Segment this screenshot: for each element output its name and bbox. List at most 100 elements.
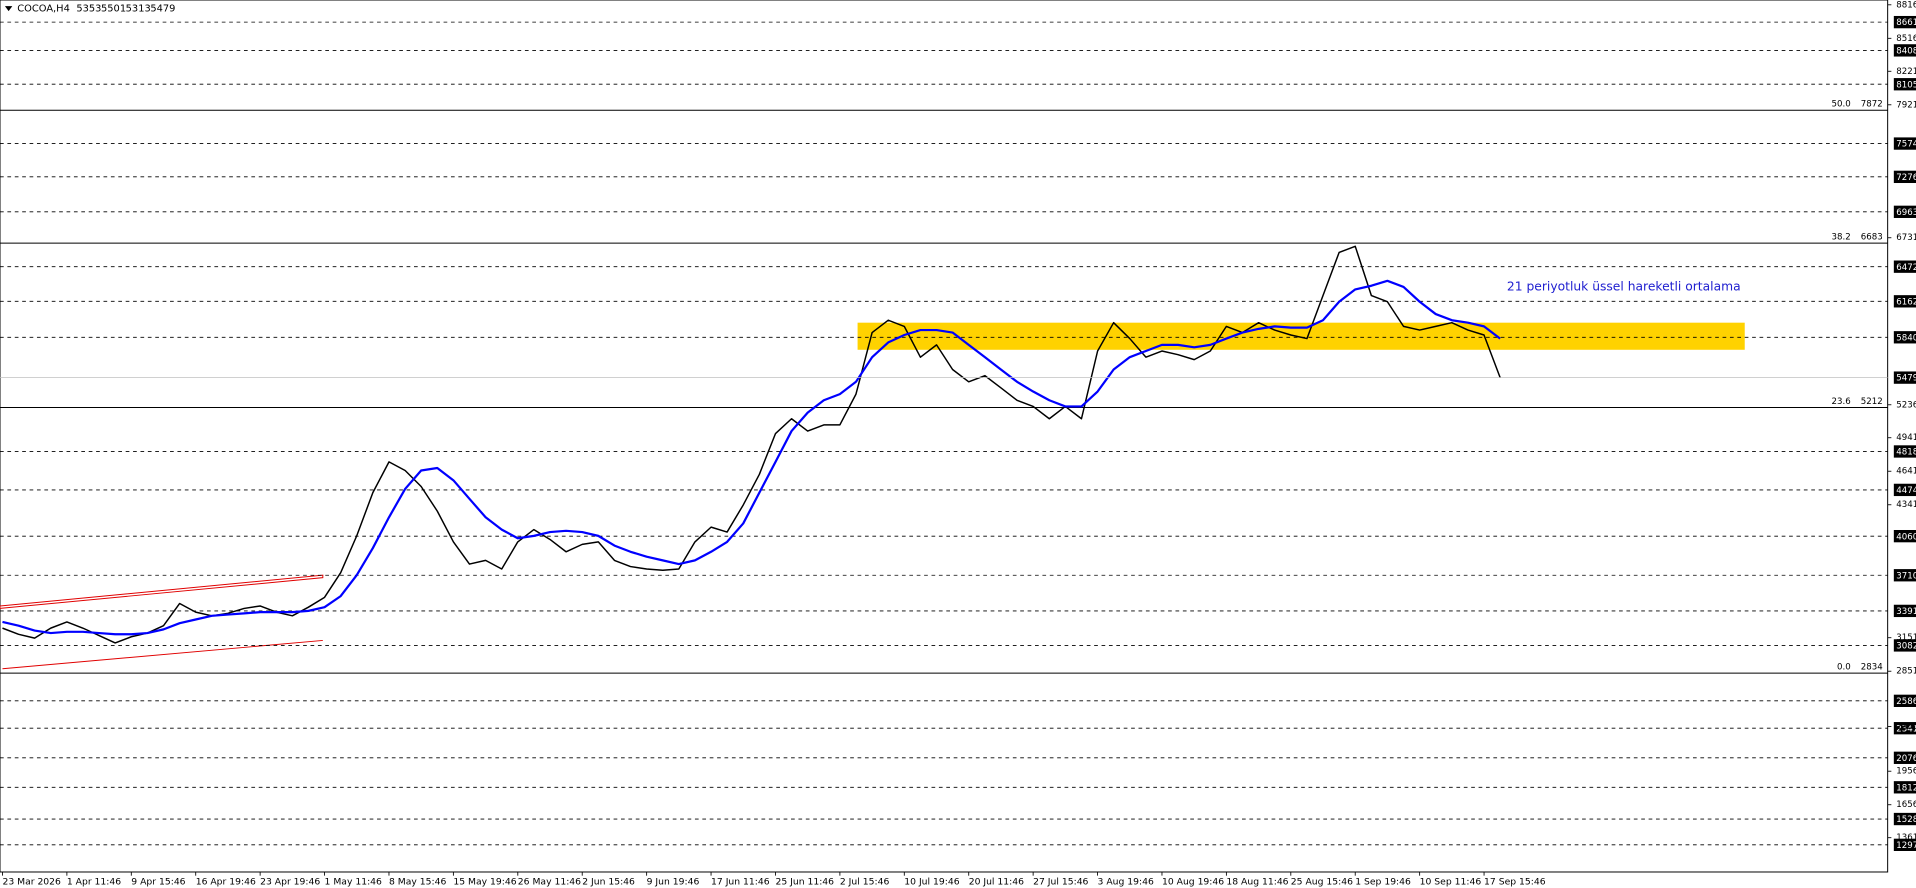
level-box	[1893, 569, 1916, 582]
fib-ratio: 38.2	[1832, 232, 1851, 242]
level-label: 3391	[1896, 607, 1916, 617]
ohlc-low: 5313	[126, 4, 151, 15]
level-box	[1893, 260, 1916, 273]
level-box	[1893, 483, 1916, 497]
fib-value: 6683	[1861, 232, 1883, 242]
level-label: 3710	[1896, 571, 1916, 581]
fib-ratio: 50.0	[1832, 100, 1851, 110]
level-box	[1893, 722, 1916, 735]
current-price-box	[1893, 371, 1916, 384]
y-tick-label: 2851	[1896, 667, 1916, 677]
x-tick-label: 26 May 11:46	[518, 876, 581, 887]
level-label: 2341	[1896, 724, 1916, 734]
x-tick-label: 25 Jun 11:46	[775, 876, 834, 887]
level-box	[1893, 44, 1916, 57]
level-box	[1893, 137, 1916, 150]
x-tick-label: 17 Jun 11:46	[711, 876, 770, 887]
level-box	[1893, 295, 1916, 308]
symbol: COCOA,H4	[17, 4, 70, 15]
x-tick-label: 23 Apr 19:46	[260, 876, 320, 887]
x-tick-label: 9 Jun 19:46	[647, 876, 700, 887]
menu-arrow	[4, 6, 13, 12]
y-tick-label: 2356	[1896, 722, 1916, 732]
level-box	[1893, 445, 1916, 458]
level-label: 2076	[1896, 754, 1916, 764]
level-box	[1893, 15, 1916, 29]
fib-ratio: 0.0	[1837, 662, 1851, 672]
x-tick-label: 10 Aug 19:46	[1162, 876, 1224, 887]
x-tick-label: 9 Apr 15:46	[131, 876, 185, 887]
plot-frame	[0, 0, 1889, 873]
channel-upper	[0, 574, 324, 609]
y-tick-label: 4641	[1896, 467, 1916, 477]
price-line	[2, 245, 1501, 644]
level-box	[1893, 639, 1916, 652]
ohlc-open: 5353	[76, 4, 101, 15]
level-label: 1812	[1896, 783, 1916, 793]
level-box	[1893, 751, 1916, 764]
x-tick-label: 27 Jul 15:46	[1033, 876, 1088, 887]
x-tick-label: 1 May 11:46	[325, 876, 382, 887]
level-box	[1893, 78, 1916, 91]
level-box	[1893, 604, 1916, 618]
fib-value: 5212	[1861, 397, 1883, 407]
x-tick-label: 23 Mar 2026	[2, 876, 61, 887]
y-tick-label: 8816	[1896, 0, 1916, 10]
ohlc-high: 5501	[101, 4, 126, 15]
x-tick-label: 10 Jul 19:46	[904, 876, 959, 887]
x-tick-label: 8 May 15:46	[389, 876, 446, 887]
level-label: 5840	[1896, 333, 1916, 343]
y-tick-label: 8516	[1896, 34, 1916, 44]
x-tick-label: 18 Aug 11:46	[1226, 876, 1288, 887]
level-label: 8661	[1896, 18, 1916, 28]
x-tick-label: 3 Aug 19:46	[1098, 876, 1154, 887]
x-tick-label: 2 Jun 15:46	[582, 876, 635, 887]
x-tick-label: 1 Sep 19:46	[1355, 876, 1411, 887]
x-tick-label: 15 May 19:46	[453, 876, 516, 887]
level-box	[1893, 170, 1916, 184]
fib-value: 2834	[1861, 662, 1883, 672]
fib-value: 7872	[1861, 100, 1883, 110]
level-box	[1893, 205, 1916, 218]
y-tick-label: 3151	[1896, 633, 1916, 643]
x-tick-label: 1 Apr 11:46	[67, 876, 121, 887]
x-tick-label: 10 Sep 11:46	[1420, 876, 1482, 887]
x-tick-label: 17 Sep 15:46	[1484, 876, 1546, 887]
x-tick-label: 25 Aug 15:46	[1291, 876, 1353, 887]
y-tick-label: 4941	[1896, 433, 1916, 443]
y-tick-label: 4341	[1896, 500, 1916, 510]
x-tick-label: 2 Jul 15:46	[840, 876, 890, 887]
level-label: 6963	[1896, 208, 1916, 218]
level-label: 7574	[1896, 140, 1916, 150]
level-label: 1297	[1896, 841, 1916, 851]
level-label: 8105	[1896, 80, 1916, 90]
level-box	[1893, 529, 1916, 543]
level-box	[1893, 812, 1916, 826]
level-label: 6472	[1896, 263, 1916, 273]
level-box	[1893, 694, 1916, 707]
level-label: 2586	[1896, 697, 1916, 707]
level-box	[1893, 331, 1916, 344]
y-tick-label: 8221	[1896, 67, 1916, 77]
ema-line	[2, 279, 1501, 636]
y-tick-label: 1956	[1896, 767, 1916, 777]
level-box	[1893, 781, 1916, 794]
annotation: 21 periyotluk üssel hareketli ortalama	[1507, 279, 1741, 293]
level-label: 6162	[1896, 297, 1916, 307]
y-tick-label: 1656	[1896, 800, 1916, 810]
y-tick-label: 5236	[1896, 400, 1916, 410]
x-tick-label: 16 Apr 19:46	[196, 876, 256, 887]
y-tick-label: 6731	[1896, 233, 1916, 243]
level-label: 4818	[1896, 448, 1916, 458]
level-label: 4060	[1896, 532, 1916, 542]
level-box	[1893, 838, 1916, 851]
ohlc-close: 5479	[150, 4, 175, 15]
